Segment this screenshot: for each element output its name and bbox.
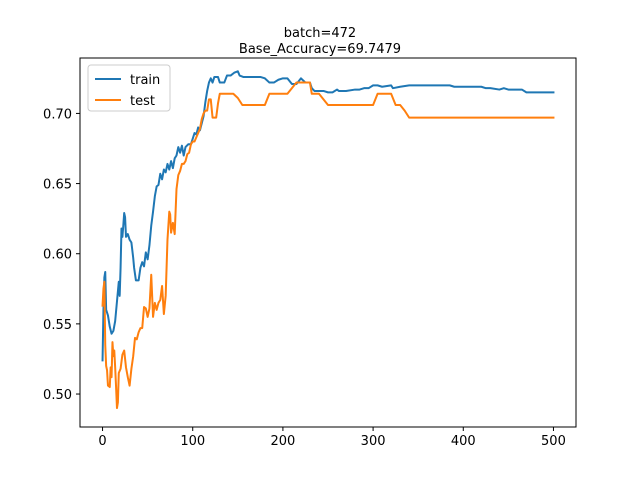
legend-box [87,64,171,112]
y-tick-label: 0.50 [43,388,72,403]
y-tick-label: 0.60 [43,248,72,263]
plot-area [101,70,555,410]
legend-label-train: train [130,73,160,88]
x-tick-label: 0 [98,434,106,449]
x-tick-label: 400 [451,434,476,449]
chart-title-line-1: batch=472 [284,26,356,41]
legend-label-test: test [130,94,155,109]
axes: 0 100 200 300 400 500 0.50 0.55 0.60 0.65 0.70 [43,57,577,449]
x-tick-label: 200 [270,434,295,449]
y-tick-label: 0.55 [43,318,72,333]
axes-frame [79,57,577,428]
legend: train test [87,64,171,112]
y-tick-label: 0.65 [43,178,72,193]
x-tick-label: 100 [180,434,205,449]
x-tick-label: 500 [541,434,566,449]
series-line-test [101,81,555,410]
series-line-train [101,70,555,362]
y-tick-label: 0.70 [43,107,72,122]
x-tick-label: 300 [361,434,386,449]
chart-title-line-2: Base_Accuracy=69.7479 [239,42,401,57]
